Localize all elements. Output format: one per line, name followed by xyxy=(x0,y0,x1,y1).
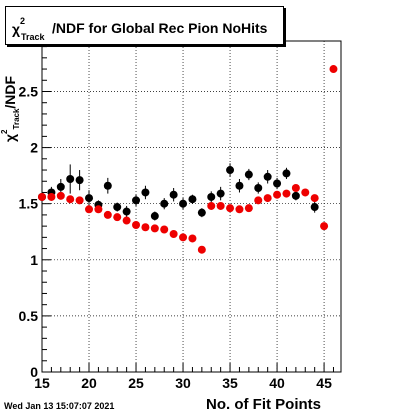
ylabel-chi: χ xyxy=(2,133,18,142)
data-point-red xyxy=(188,234,197,243)
data-point-red xyxy=(235,205,244,214)
data-point-red xyxy=(291,183,300,192)
data-point-red xyxy=(103,210,112,219)
data-point-red xyxy=(216,201,225,210)
title-text: /NDF for Global Rec Pion NoHits xyxy=(52,20,268,36)
data-point-black xyxy=(244,170,253,179)
data-point-red xyxy=(282,189,291,198)
y-tick-label: 0 xyxy=(30,364,38,380)
data-point-red xyxy=(273,190,282,199)
data-point-red xyxy=(113,213,122,222)
data-point-red xyxy=(207,201,216,210)
y-tick-label: 1.5 xyxy=(19,196,39,212)
data-point-black xyxy=(235,181,244,190)
data-point-black xyxy=(291,191,300,200)
data-point-red xyxy=(169,229,178,238)
y-tick-label: 2.5 xyxy=(19,83,39,99)
x-tick-label: 45 xyxy=(316,375,332,391)
chart-title: χ 2 Track /NDF for Global Rec Pion NoHit… xyxy=(5,6,284,45)
data-point-black xyxy=(282,169,291,178)
data-point-red xyxy=(141,223,150,232)
data-point-red xyxy=(56,191,65,200)
ylabel-sup: 2 xyxy=(0,129,9,134)
data-point-red xyxy=(329,65,338,74)
ylabel-sub: Track xyxy=(12,108,21,130)
data-point-black xyxy=(141,188,150,197)
data-point-red xyxy=(132,221,141,230)
data-point-black xyxy=(75,176,84,185)
data-point-black xyxy=(56,182,65,191)
title-sub: Track xyxy=(21,32,45,42)
x-tick-label: 30 xyxy=(175,375,191,391)
date-stamp: Wed Jan 13 15:07:07 2021 xyxy=(4,401,115,411)
data-point-red xyxy=(310,194,319,203)
data-point-black xyxy=(216,189,225,198)
data-point-red xyxy=(75,196,84,205)
data-point-black xyxy=(66,175,75,184)
data-point-black xyxy=(263,172,272,181)
data-point-red xyxy=(244,204,253,213)
title-chi: χ xyxy=(12,21,21,37)
data-point-red xyxy=(254,196,263,205)
data-point-red xyxy=(197,245,206,254)
x-tick-label: 40 xyxy=(269,375,285,391)
series-red xyxy=(38,65,338,254)
data-point-black xyxy=(197,208,206,217)
data-point-black xyxy=(85,194,94,203)
data-point-red xyxy=(160,225,169,234)
data-point-black xyxy=(150,212,159,221)
title-sup: 2 xyxy=(20,16,26,26)
x-tick-label: 35 xyxy=(222,375,238,391)
data-point-black xyxy=(188,195,197,204)
data-point-black xyxy=(103,181,112,190)
data-point-black xyxy=(273,179,282,188)
x-tick-label: 25 xyxy=(128,375,144,391)
data-point-red xyxy=(150,224,159,233)
data-point-black xyxy=(122,207,131,216)
data-point-red xyxy=(263,194,272,203)
data-marks xyxy=(38,65,338,254)
y-tick-label: 2 xyxy=(30,140,38,156)
ylabel-text: /NDF xyxy=(2,75,18,109)
data-point-red xyxy=(320,222,329,231)
data-point-red xyxy=(47,192,56,201)
data-point-red xyxy=(38,192,46,201)
data-point-black xyxy=(207,192,216,201)
data-point-black xyxy=(179,199,188,208)
y-axis-label: χ2Track/NDF xyxy=(0,76,22,142)
data-point-red xyxy=(85,205,94,214)
data-point-black xyxy=(160,199,169,208)
data-point-red xyxy=(179,233,188,242)
data-point-red xyxy=(301,188,310,197)
x-axis-label: No. of Fit Points xyxy=(206,396,321,413)
data-point-red xyxy=(226,204,235,213)
data-point-black xyxy=(226,166,235,175)
x-tick-label: 15 xyxy=(34,375,50,391)
data-point-red xyxy=(94,205,103,214)
data-point-black xyxy=(113,203,122,212)
data-point-black xyxy=(132,196,141,205)
tick-labels: 15 20 25 30 35 40 45 0 0.5 1 1.5 2 2.5 xyxy=(19,83,333,391)
y-tick-label: 0.5 xyxy=(19,308,39,324)
y-tick-label: 1 xyxy=(30,252,38,268)
data-point-red xyxy=(66,195,75,204)
data-point-black xyxy=(254,183,263,192)
axis-ticks xyxy=(41,46,334,373)
data-point-red xyxy=(122,216,131,225)
x-tick-label: 20 xyxy=(81,375,97,391)
data-point-black xyxy=(310,203,319,212)
data-point-black xyxy=(169,190,178,199)
